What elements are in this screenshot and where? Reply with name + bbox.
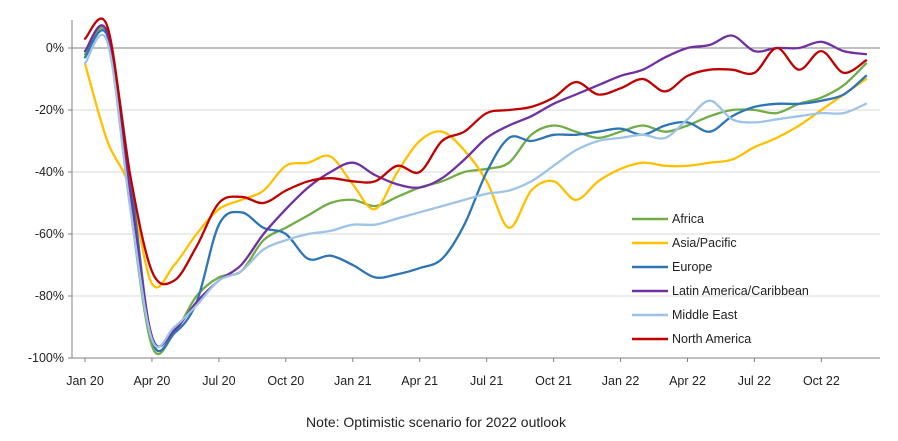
series-line-asia-pacific xyxy=(83,62,868,289)
y-tick-label: -60% xyxy=(35,227,64,241)
axes: 0% -20% -40% -60% -80% -100%Jan 20 Apr 20 Jul 2… xyxy=(28,20,880,388)
series-line-north-america xyxy=(83,17,868,286)
series-lines xyxy=(83,17,868,356)
x-tick-label: Apr 20 xyxy=(134,374,171,388)
legend-label-africa: Africa xyxy=(672,212,704,226)
legend-label-europe: Europe xyxy=(672,260,712,274)
y-tick-label: -80% xyxy=(35,289,64,303)
x-tick-label: Oct 22 xyxy=(803,374,840,388)
x-tick-label: Apr 22 xyxy=(669,374,706,388)
x-tick-label: Jan 22 xyxy=(602,374,640,388)
x-tick-label: Jul 21 xyxy=(470,374,503,388)
series-line-middle-east xyxy=(83,33,868,349)
x-tick-label: Apr 21 xyxy=(401,374,438,388)
y-tick-label: -40% xyxy=(35,165,64,179)
x-tick-label: Jan 21 xyxy=(334,374,372,388)
series-line-europe xyxy=(83,29,868,353)
x-tick-label: Oct 20 xyxy=(267,374,304,388)
legend-label-middle-east: Middle East xyxy=(672,308,738,322)
legend-label-latin-america-caribbean: Latin America/Caribbean xyxy=(672,284,809,298)
legend-label-asia-pacific: Asia/Pacific xyxy=(672,236,737,250)
x-tick-label: Jan 20 xyxy=(66,374,104,388)
legend-label-north-america: North America xyxy=(672,332,751,346)
chart-note: Note: Optimistic scenario for 2022 outlo… xyxy=(306,414,567,430)
grid-lines xyxy=(72,109,880,297)
y-tick-label: 0% xyxy=(46,41,64,55)
series-line-africa xyxy=(83,26,868,356)
legend: Africa Asia/Pacific Europe Latin America/Ca… xyxy=(632,212,809,346)
y-tick-label: -100% xyxy=(28,351,64,365)
x-tick-label: Oct 21 xyxy=(535,374,572,388)
x-tick-label: Jul 20 xyxy=(202,374,235,388)
y-tick-label: -20% xyxy=(35,103,64,117)
series-line-latin-america-caribbean xyxy=(83,24,868,348)
x-tick-label: Jul 22 xyxy=(738,374,771,388)
